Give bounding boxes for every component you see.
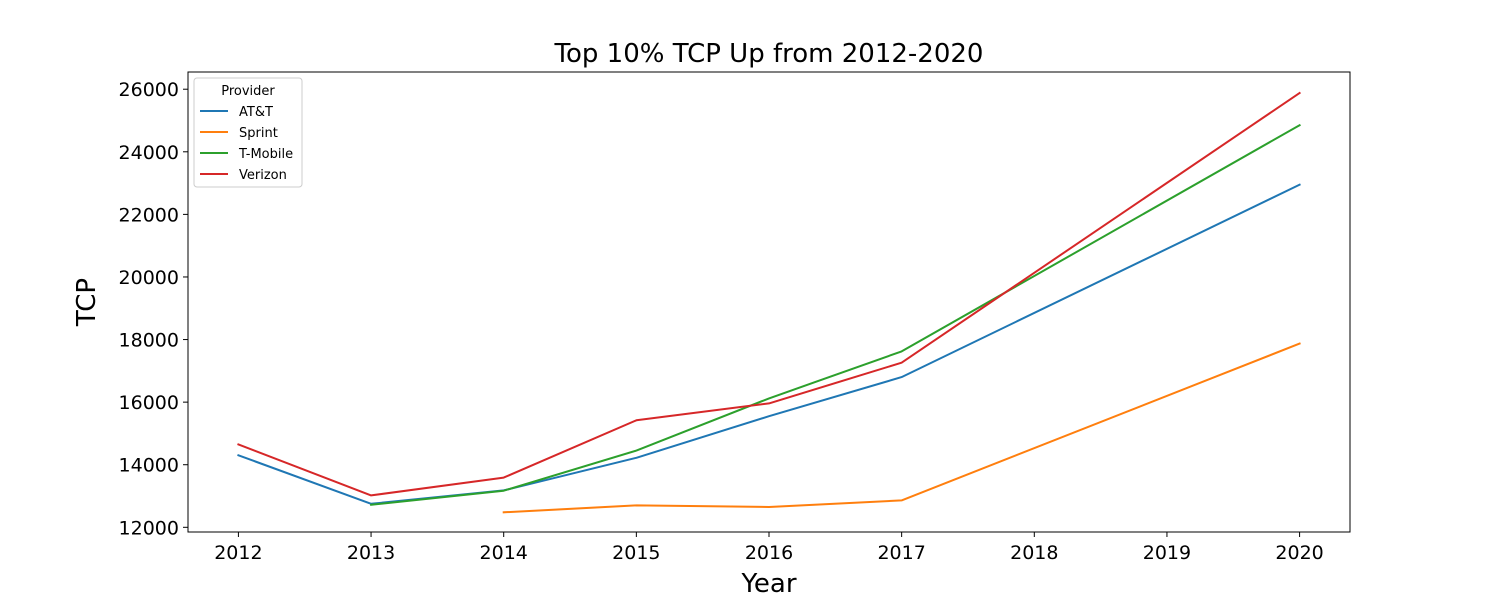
y-tick-label: 24000 (119, 142, 179, 164)
legend: Provider AT&T Sprint T-Mobile Verizon (193, 77, 303, 188)
y-tick-label: 22000 (119, 204, 179, 226)
series-line-at-t (237, 183, 1301, 505)
y-axis-label: TCP (72, 278, 102, 327)
legend-label: AT&T (239, 105, 273, 120)
x-tick-label: 2015 (612, 542, 660, 564)
x-tick-label: 2018 (1010, 542, 1058, 564)
y-tick-label: 14000 (119, 455, 179, 477)
legend-frame (193, 77, 303, 188)
plot-area-frame (187, 71, 1351, 533)
legend-title: Provider (221, 84, 275, 99)
x-tick-label: 2019 (1143, 542, 1191, 564)
y-tick-label: 12000 (119, 517, 179, 539)
x-axis-label: Year (740, 569, 796, 598)
y-tick-label: 20000 (119, 267, 179, 289)
legend-label: T-Mobile (238, 147, 293, 162)
y-tick-label: 26000 (119, 79, 179, 101)
series-line-t-mobile (369, 123, 1301, 506)
x-tick-label: 2020 (1275, 542, 1323, 564)
legend-item-t-mobile: T-Mobile (200, 147, 293, 162)
plot-lines (237, 91, 1301, 514)
x-tick-label: 2014 (480, 542, 528, 564)
series-line-verizon (237, 91, 1301, 497)
series-line-sprint (502, 342, 1301, 514)
axes (187, 71, 1351, 533)
y-tick-label: 16000 (119, 392, 179, 414)
x-tick-label: 2012 (214, 542, 262, 564)
x-tick-label: 2016 (745, 542, 793, 564)
legend-label: Sprint (239, 126, 278, 141)
legend-item-sprint: Sprint (200, 126, 278, 141)
x-tick-label: 2013 (347, 542, 395, 564)
y-tick-label: 18000 (119, 330, 179, 352)
legend-item-at-t: AT&T (200, 105, 273, 120)
x-tick-label: 2017 (877, 542, 925, 564)
legend-label: Verizon (239, 168, 287, 183)
legend-item-verizon: Verizon (200, 168, 287, 183)
chart-title: Top 10% TCP Up from 2012-2020 (554, 39, 984, 69)
axis-ticks: 2012 2013 2014 2015 2016 2017 2018 2019 2020 1200… (119, 79, 1324, 564)
